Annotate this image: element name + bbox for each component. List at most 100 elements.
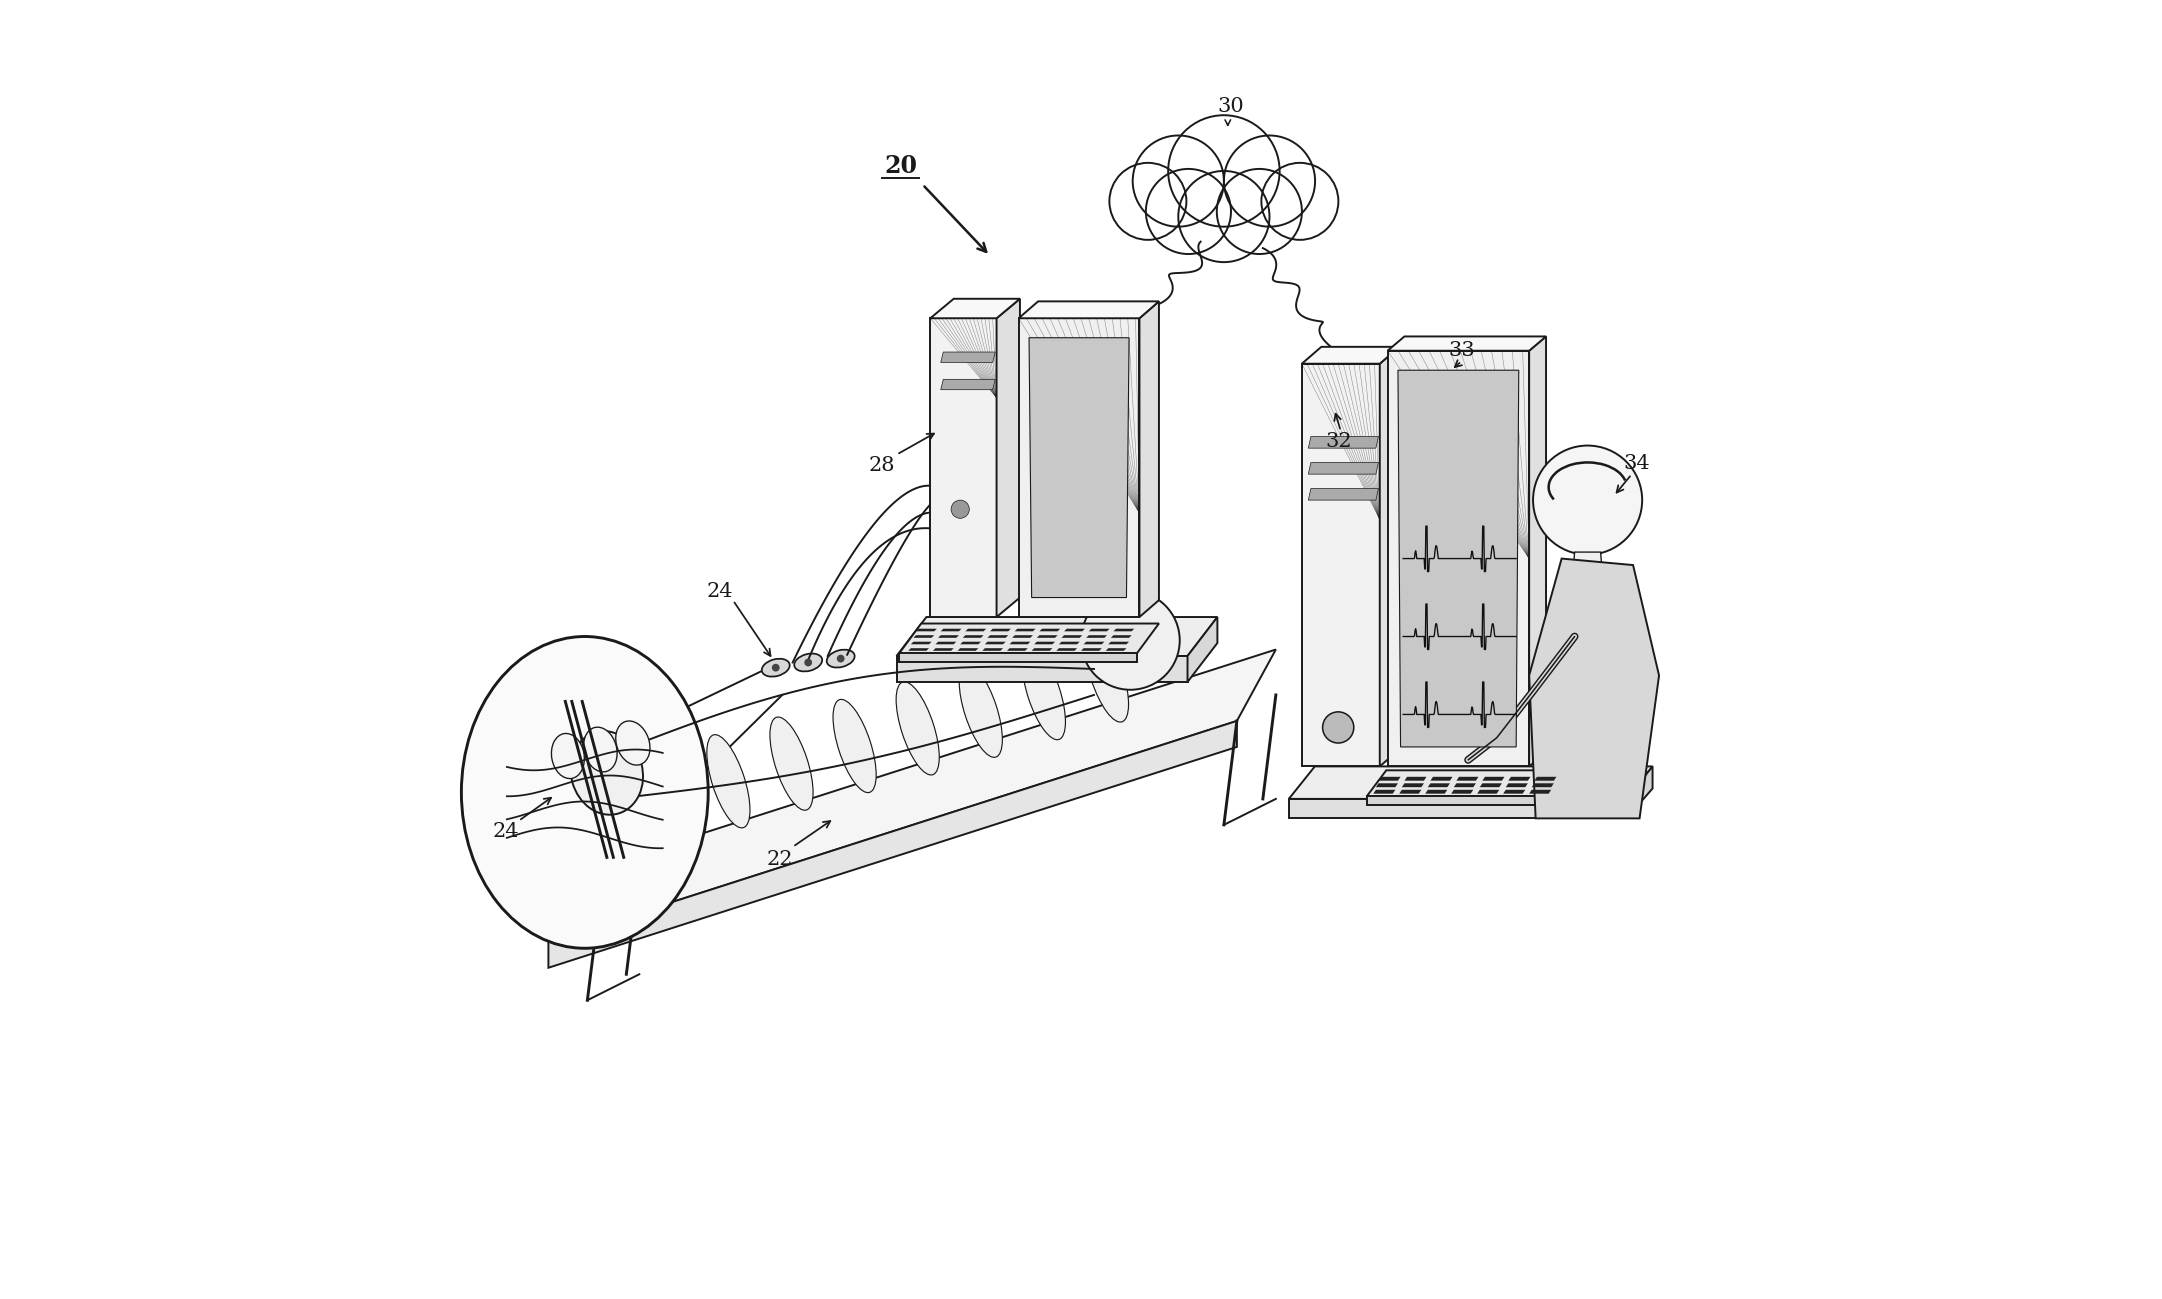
Text: 24: 24	[493, 822, 519, 840]
Ellipse shape	[707, 735, 750, 827]
Polygon shape	[1289, 799, 1626, 818]
Polygon shape	[940, 379, 995, 390]
Polygon shape	[1139, 301, 1159, 617]
Polygon shape	[1083, 642, 1105, 644]
Polygon shape	[910, 642, 932, 644]
Polygon shape	[1388, 336, 1546, 351]
Polygon shape	[1453, 783, 1477, 787]
Polygon shape	[1425, 790, 1446, 794]
Polygon shape	[982, 648, 1003, 651]
Polygon shape	[1531, 783, 1554, 787]
Polygon shape	[1477, 790, 1498, 794]
Polygon shape	[1535, 777, 1557, 781]
Polygon shape	[1529, 790, 1552, 794]
Polygon shape	[960, 642, 982, 644]
Text: 24: 24	[707, 582, 733, 600]
Circle shape	[1323, 712, 1353, 743]
Circle shape	[951, 500, 969, 518]
Ellipse shape	[551, 734, 584, 778]
Polygon shape	[1018, 301, 1159, 318]
Polygon shape	[1007, 648, 1027, 651]
Ellipse shape	[1023, 647, 1066, 739]
Polygon shape	[912, 635, 934, 638]
Text: 30: 30	[1217, 97, 1243, 116]
Polygon shape	[1388, 351, 1529, 766]
Polygon shape	[1366, 770, 1580, 796]
Polygon shape	[1366, 796, 1561, 805]
Polygon shape	[1399, 370, 1518, 747]
Polygon shape	[936, 642, 956, 644]
Polygon shape	[986, 642, 1005, 644]
Polygon shape	[938, 635, 960, 638]
Polygon shape	[899, 624, 1159, 653]
Ellipse shape	[616, 721, 651, 765]
Polygon shape	[897, 617, 1217, 656]
Polygon shape	[1308, 436, 1379, 448]
Polygon shape	[1572, 552, 1604, 585]
Polygon shape	[1302, 347, 1399, 364]
Polygon shape	[1451, 790, 1472, 794]
Polygon shape	[1373, 790, 1394, 794]
Polygon shape	[1431, 777, 1453, 781]
Polygon shape	[1062, 635, 1083, 638]
Polygon shape	[1012, 635, 1033, 638]
Polygon shape	[958, 648, 979, 651]
Polygon shape	[1064, 629, 1085, 631]
Polygon shape	[1014, 629, 1036, 631]
Polygon shape	[1379, 347, 1399, 766]
Polygon shape	[1038, 635, 1057, 638]
Polygon shape	[1505, 783, 1529, 787]
Ellipse shape	[644, 752, 688, 846]
Polygon shape	[1483, 777, 1505, 781]
Polygon shape	[899, 653, 1137, 662]
Ellipse shape	[761, 659, 789, 677]
Ellipse shape	[960, 664, 1003, 757]
Polygon shape	[1289, 766, 1652, 799]
Polygon shape	[1626, 766, 1652, 818]
Polygon shape	[997, 299, 1020, 617]
Text: 32: 32	[1325, 433, 1351, 451]
Polygon shape	[930, 318, 997, 617]
Circle shape	[804, 659, 813, 666]
Polygon shape	[1427, 783, 1451, 787]
Text: 33: 33	[1449, 342, 1474, 360]
Circle shape	[837, 655, 845, 662]
Ellipse shape	[461, 637, 709, 948]
Polygon shape	[1379, 777, 1401, 781]
Polygon shape	[1302, 364, 1379, 766]
Ellipse shape	[571, 731, 642, 814]
Polygon shape	[988, 635, 1007, 638]
Polygon shape	[1399, 790, 1420, 794]
Circle shape	[1533, 446, 1643, 555]
Polygon shape	[1405, 777, 1427, 781]
Polygon shape	[1010, 642, 1031, 644]
Polygon shape	[1090, 629, 1109, 631]
Polygon shape	[917, 629, 936, 631]
Polygon shape	[1401, 783, 1425, 787]
Polygon shape	[1018, 318, 1139, 617]
Polygon shape	[962, 635, 984, 638]
Polygon shape	[966, 629, 986, 631]
Polygon shape	[908, 648, 930, 651]
Polygon shape	[549, 650, 1276, 942]
Ellipse shape	[826, 650, 854, 668]
Polygon shape	[940, 629, 962, 631]
Polygon shape	[1033, 642, 1055, 644]
Polygon shape	[1375, 783, 1399, 787]
Polygon shape	[1308, 488, 1379, 500]
Polygon shape	[1085, 635, 1107, 638]
Polygon shape	[1529, 336, 1546, 766]
Polygon shape	[1111, 635, 1131, 638]
Polygon shape	[1029, 338, 1129, 598]
Polygon shape	[1105, 648, 1126, 651]
Polygon shape	[990, 629, 1012, 631]
Polygon shape	[1040, 629, 1059, 631]
Polygon shape	[1057, 648, 1077, 651]
Text: 20: 20	[884, 155, 917, 178]
Polygon shape	[1308, 462, 1379, 474]
Polygon shape	[549, 721, 1237, 968]
Polygon shape	[1113, 629, 1135, 631]
Polygon shape	[1529, 559, 1658, 818]
Polygon shape	[1457, 777, 1479, 781]
Polygon shape	[1081, 648, 1103, 651]
